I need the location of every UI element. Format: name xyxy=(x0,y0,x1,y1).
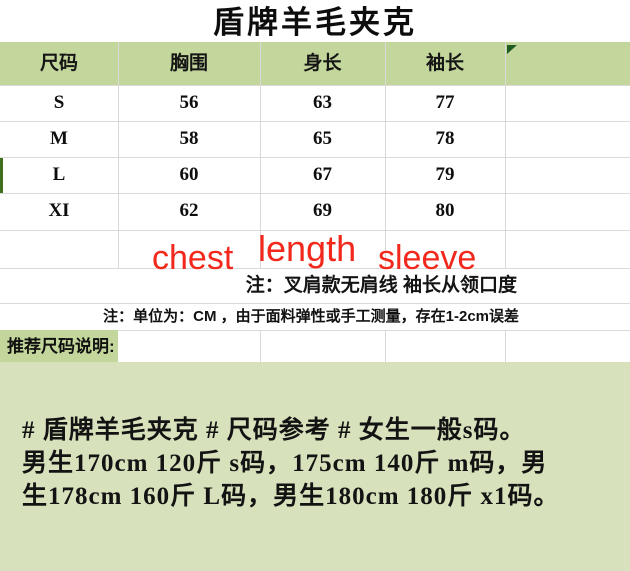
grid-line xyxy=(0,303,630,304)
annotation-sleeve: sleeve xyxy=(378,239,477,277)
grid-line xyxy=(0,121,630,122)
grid-line xyxy=(0,157,630,158)
chest-cell: 58 xyxy=(179,128,199,149)
header-cell-chest: 胸围 xyxy=(169,53,208,74)
sleeve-cell: 79 xyxy=(435,164,455,185)
recommend-label-cell: 推荐尺码说明: xyxy=(0,330,118,362)
length-cell: 69 xyxy=(313,200,332,221)
grid-line xyxy=(0,268,630,269)
description-text: # 盾牌羊毛夹克 # 尺码参考 # 女生一般s码。 男生170cm 120斤 s… xyxy=(22,414,618,513)
size-cell: XI xyxy=(48,200,70,221)
table-row: XI 62 69 80 xyxy=(0,193,630,230)
grid-line xyxy=(505,42,506,268)
size-cell: L xyxy=(52,164,66,185)
cell-corner-marker-icon xyxy=(507,45,517,54)
chest-cell: 60 xyxy=(179,164,199,185)
length-cell: 65 xyxy=(313,128,332,149)
header-cell-sleeve: 袖长 xyxy=(425,53,464,74)
page-title: 盾牌羊毛夹克 xyxy=(213,5,417,40)
header-cell-size: 尺码 xyxy=(39,53,78,74)
grid-line xyxy=(385,330,386,362)
grid-line xyxy=(118,42,119,268)
header-cell-empty xyxy=(505,42,630,85)
description-line: # 盾牌羊毛夹克 # 尺码参考 # 女生一般s码。 xyxy=(22,417,526,444)
header-cell-length: 身长 xyxy=(303,53,342,74)
grid-line xyxy=(0,230,630,231)
table-row: L 60 67 79 xyxy=(0,157,630,193)
sleeve-cell: 80 xyxy=(435,200,455,221)
grid-line xyxy=(0,193,630,194)
grid-line xyxy=(0,330,630,331)
grid-line xyxy=(260,330,261,362)
annotation-length: length xyxy=(258,228,357,269)
grid-line xyxy=(505,330,506,362)
recommend-label: 推荐尺码说明: xyxy=(7,337,115,356)
table-row: M 58 65 78 xyxy=(0,121,630,157)
sleeve-cell: 77 xyxy=(435,92,455,113)
description-line: 生178cm 160斤 L码，男生180cm 180斤 x1码。 xyxy=(22,483,560,510)
sleeve-cell: 78 xyxy=(435,128,455,149)
grid-line xyxy=(385,42,386,268)
description-line: 男生170cm 120斤 s码，175cm 140斤 m码，男 xyxy=(22,450,548,477)
grid-line xyxy=(260,42,261,268)
table-row: S 56 63 77 xyxy=(0,85,630,121)
grid-line xyxy=(0,85,630,86)
size-cell: M xyxy=(50,128,68,149)
length-cell: 67 xyxy=(313,164,332,185)
size-cell: S xyxy=(53,92,65,113)
note-shoulder-measure: 注：叉肩款无肩线 袖长从领口度 xyxy=(245,275,517,296)
annotation-chest: chest xyxy=(152,239,234,277)
chest-cell: 62 xyxy=(179,200,199,221)
note-unit-tolerance: 注：单位为：CM ，由于面料弹性或手工测量，存在1-2cm误差 xyxy=(103,308,519,325)
table-header-row: 尺码 胸围 身长 袖长 xyxy=(0,42,630,85)
description-panel: # 盾牌羊毛夹克 # 尺码参考 # 女生一般s码。 男生170cm 120斤 s… xyxy=(0,362,630,571)
row-highlight-bar xyxy=(0,158,3,193)
length-cell: 63 xyxy=(313,92,332,113)
chest-cell: 56 xyxy=(179,92,199,113)
